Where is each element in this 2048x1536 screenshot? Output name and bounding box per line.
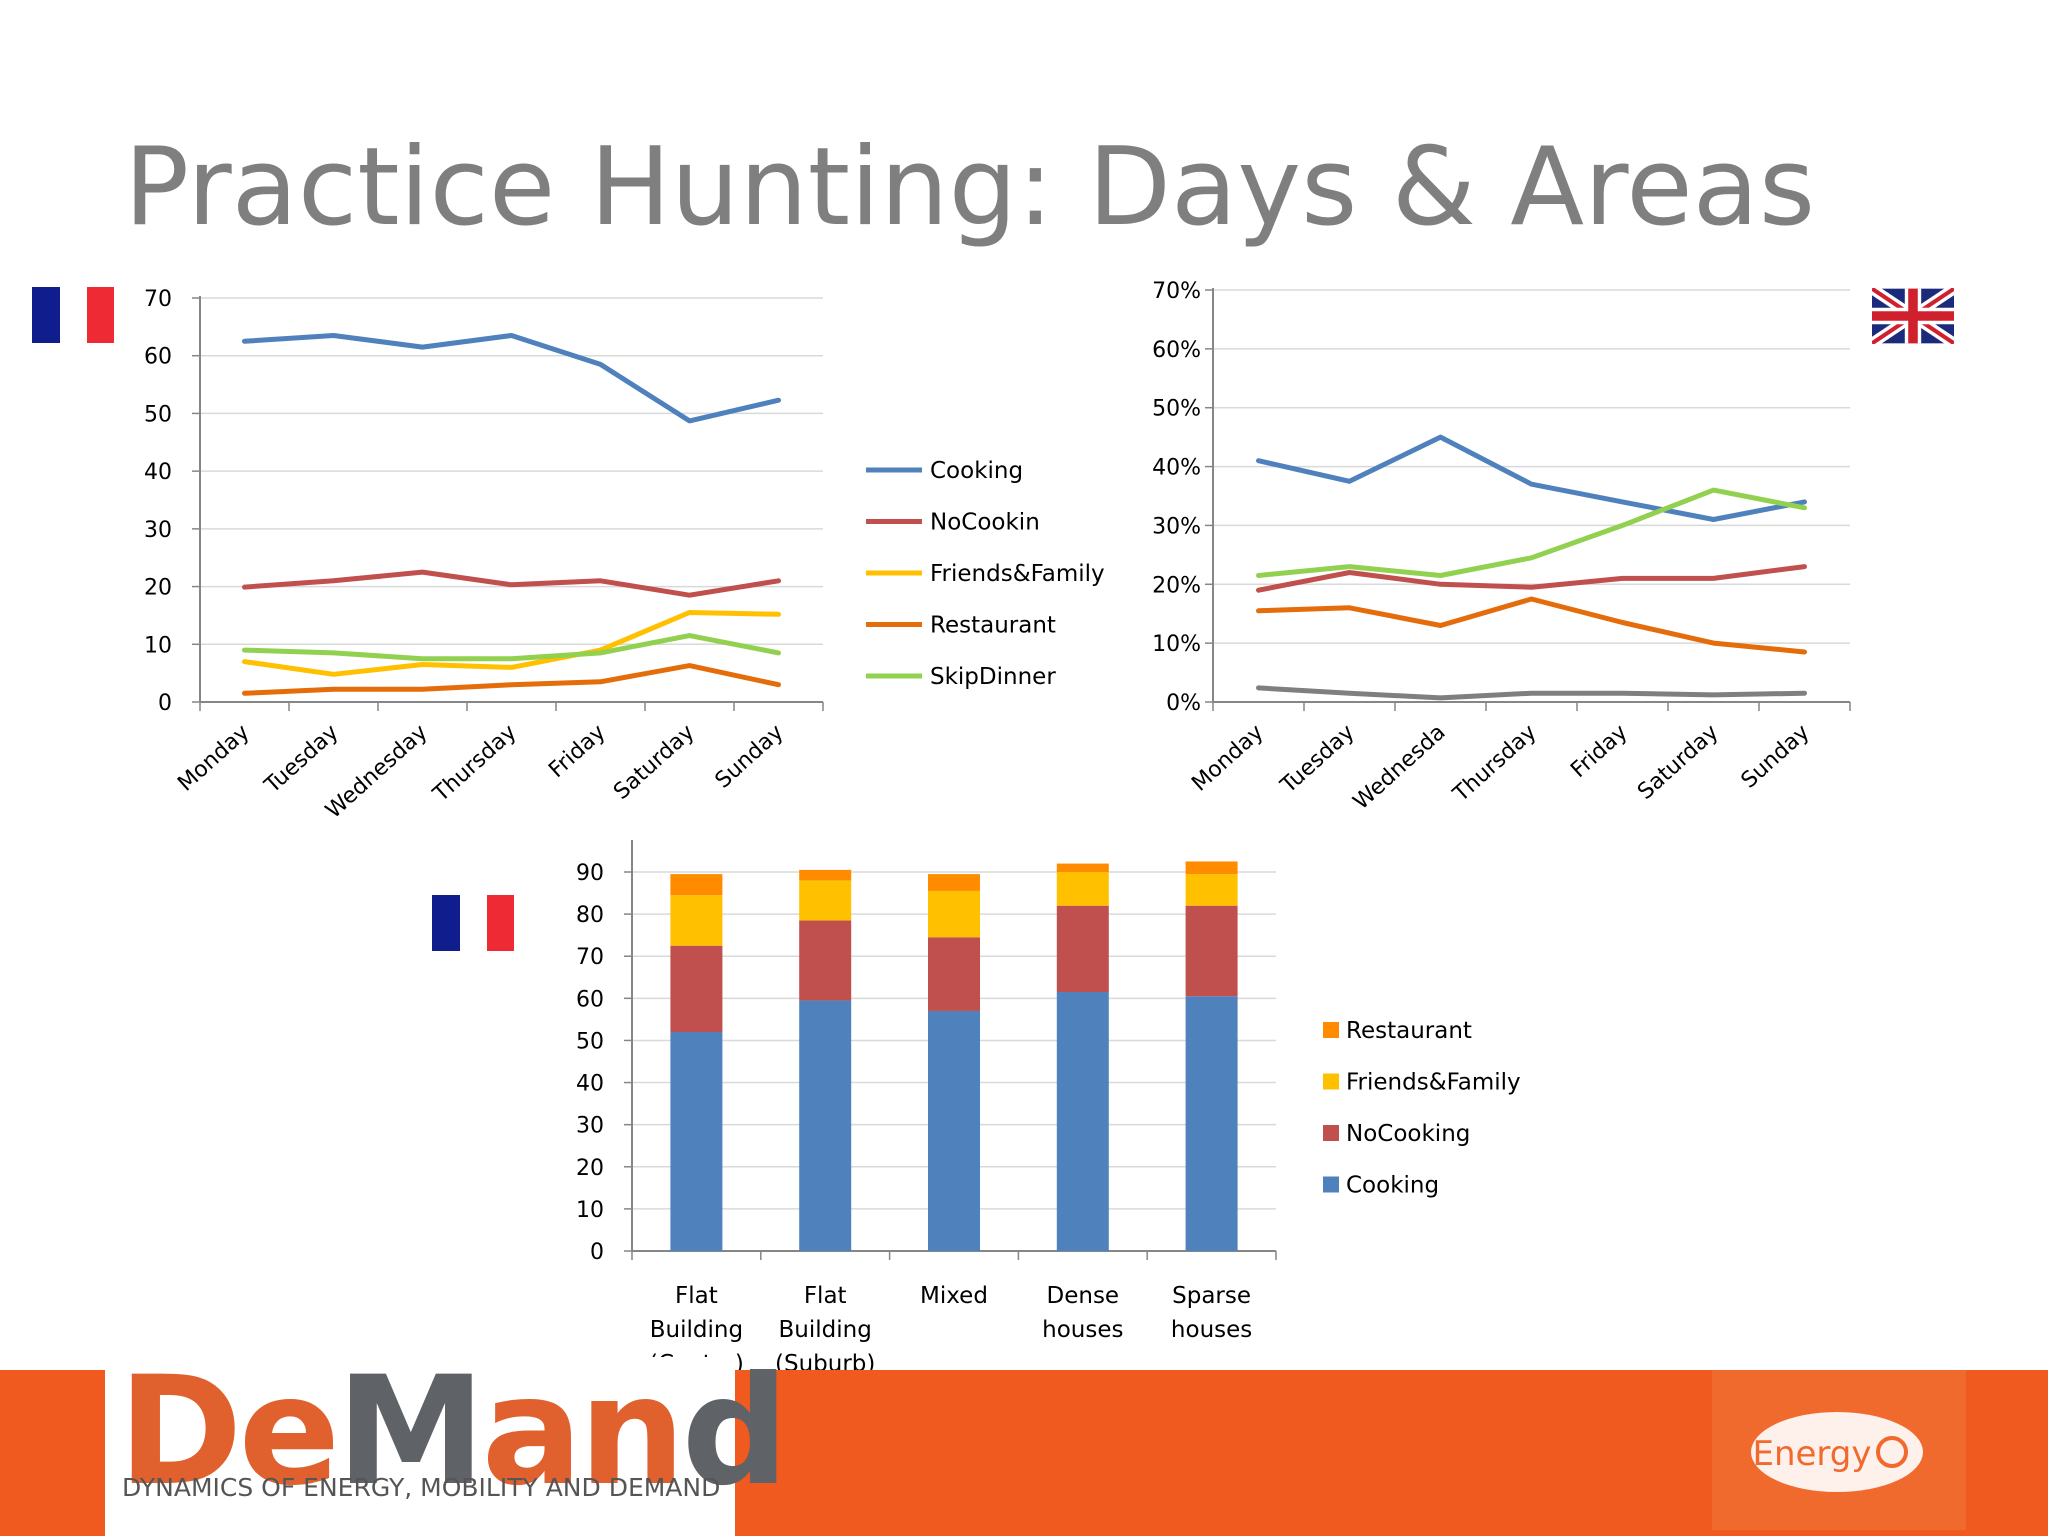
y-tick-label: 70: [144, 287, 172, 312]
y-tick-label: 70: [576, 945, 604, 970]
legend-swatch: [1323, 1176, 1339, 1193]
x-tick-label: Building: [779, 1317, 872, 1343]
bar-segment: [928, 937, 980, 1011]
series-line: [1256, 434, 1807, 522]
y-tick-label: 20%: [1152, 573, 1201, 598]
legend-swatch: [1323, 1073, 1339, 1090]
y-tick-label: 20: [144, 576, 172, 601]
uk-flag-icon: [1868, 284, 1958, 349]
bar-segment: [1056, 992, 1109, 1251]
bar-segment: [670, 1032, 723, 1251]
legend-label: Friends&Family: [1346, 1070, 1521, 1096]
series-line: [242, 610, 781, 677]
y-tick-label: 50: [576, 1029, 604, 1054]
series-line: [242, 633, 781, 662]
x-tick-label: Flat: [804, 1283, 847, 1309]
x-tick-label: Saturday: [1633, 720, 1723, 805]
series-line: [242, 333, 781, 424]
y-tick-label: 60: [144, 345, 172, 370]
x-tick-label: houses: [1042, 1317, 1123, 1343]
uk-flag-svg: [1868, 284, 1958, 348]
series-line: [1256, 487, 1807, 578]
y-tick-label: 70%: [1152, 279, 1201, 304]
y-tick-label: 80: [576, 903, 604, 928]
bar-segment: [1185, 874, 1238, 906]
demand-logo-panel: [105, 1357, 735, 1536]
series-line: [242, 569, 781, 598]
uk-days-line-chart: 0%10%20%30%40%50%60%70%Monday TuesdayWedn…: [1152, 279, 1851, 815]
y-tick-label: 40: [144, 460, 172, 485]
y-tick-label: 20: [576, 1156, 604, 1181]
legend-label: Friends&Family: [930, 561, 1105, 587]
y-tick-label: 50%: [1152, 397, 1201, 422]
legend-label: Cooking: [930, 458, 1023, 484]
y-tick-label: 0: [158, 691, 172, 716]
y-tick-label: 90: [576, 861, 604, 886]
france-flag-svg: [32, 287, 114, 343]
bar-segment: [670, 874, 723, 896]
legend-label: NoCookin: [930, 510, 1040, 536]
legend-label: Restaurant: [930, 613, 1056, 639]
bar-segment: [1185, 996, 1238, 1251]
page-title: Practice Hunting: Days & Areas: [124, 125, 1816, 250]
bar-segment: [928, 1010, 980, 1251]
france-flag-icon: [32, 287, 114, 348]
y-tick-label: 40: [576, 1072, 604, 1097]
series-line: [1256, 685, 1807, 701]
legend-swatch: [1323, 1022, 1339, 1038]
y-tick-label: 10: [144, 633, 172, 658]
france-flag-icon: [432, 895, 514, 956]
y-tick-label: 10: [576, 1198, 604, 1223]
bar-segment: [1056, 872, 1109, 906]
y-tick-label: 60: [576, 987, 604, 1012]
legend-label: Cooking: [1346, 1173, 1439, 1199]
y-tick-label: 0: [590, 1240, 604, 1265]
bar-segment: [928, 874, 980, 891]
svg-text:Energy: Energy: [1752, 1434, 1871, 1474]
x-tick-label: Dense: [1047, 1283, 1120, 1309]
france-areas-stacked-bar-chart: 0102030405060708090FlatBuilding(Centre)F…: [576, 840, 1521, 1377]
y-tick-label: 60%: [1152, 338, 1201, 363]
x-tick-label: houses: [1171, 1317, 1252, 1343]
y-tick-label: 30: [144, 518, 172, 543]
x-tick-label: Sparse: [1172, 1283, 1251, 1309]
y-tick-label: 10%: [1152, 632, 1201, 657]
energy-logo-svg: Energy: [1751, 1412, 1923, 1492]
series-line: [1256, 564, 1807, 593]
bar-segment: [799, 1000, 852, 1251]
bar-segment: [928, 890, 980, 938]
series-line: [242, 663, 781, 696]
x-tick-label: Building: [650, 1317, 743, 1343]
bar-segment: [1056, 905, 1109, 993]
series-line: [1256, 596, 1807, 655]
bar-segment: [1185, 861, 1238, 875]
bar-segment: [799, 920, 852, 1001]
x-tick-label: Mixed: [920, 1283, 988, 1309]
bar-segment: [1056, 863, 1109, 872]
y-tick-label: 50: [144, 402, 172, 427]
demand-logo-word: DeMand: [118, 1345, 789, 1519]
bar-segment: [1185, 905, 1238, 997]
y-tick-label: 30%: [1152, 514, 1201, 539]
bar-segment: [799, 880, 852, 921]
x-tick-label: Sunday: [1737, 720, 1815, 794]
demand-logo-subtitle: DYNAMICS OF ENERGY, MOBILITY AND DEMAND: [122, 1473, 721, 1502]
france-flag-svg-2: [432, 895, 514, 951]
y-tick-label: 30: [576, 1114, 604, 1139]
legend-label: SkipDinner: [930, 664, 1056, 690]
legend-swatch: [1323, 1125, 1339, 1141]
bar-segment: [670, 945, 723, 1033]
legend-label: Restaurant: [1346, 1018, 1472, 1044]
legend-label: NoCooking: [1346, 1121, 1470, 1147]
bar-segment: [670, 895, 723, 946]
energy-logo: Energy: [1712, 1370, 1966, 1530]
bar-segment: [799, 869, 852, 881]
x-tick-label: Flat: [675, 1283, 718, 1309]
y-tick-label: 40%: [1152, 456, 1201, 481]
y-tick-label: 0%: [1166, 691, 1201, 716]
